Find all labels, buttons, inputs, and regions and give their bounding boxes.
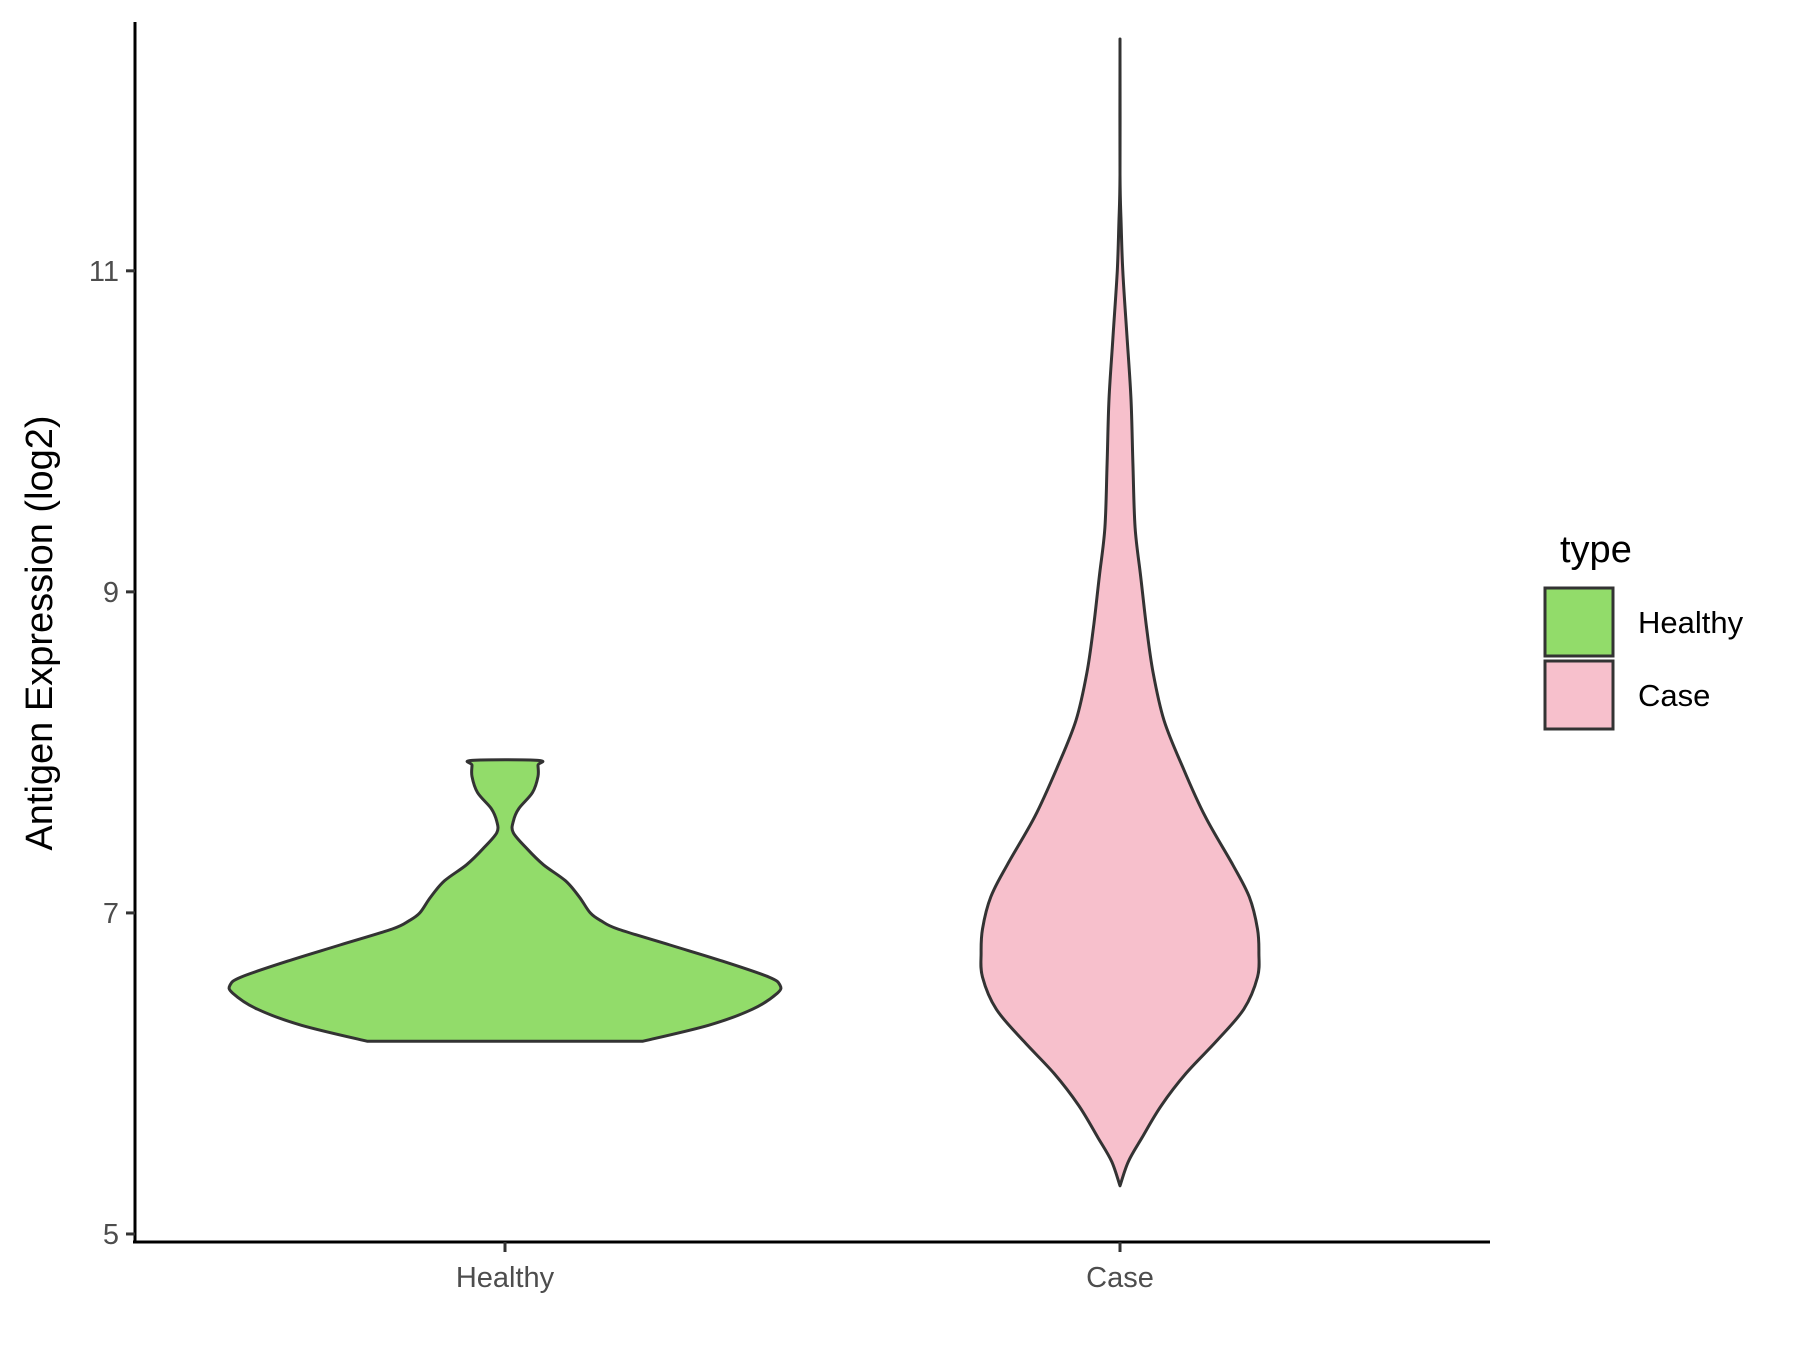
y-axis-ticks: 5 7 9 11 (89, 256, 135, 1251)
y-tick-label: 5 (103, 1219, 119, 1251)
y-tick-label: 7 (103, 898, 119, 930)
violin-case (979, 37, 1261, 1188)
legend-label-case: Case (1638, 678, 1710, 713)
y-tick-label: 11 (89, 256, 119, 288)
x-tick-label: Healthy (456, 1262, 555, 1294)
y-tick-label: 9 (103, 577, 119, 609)
legend-swatch-healthy (1543, 586, 1615, 658)
legend-entries: Healthy Case (1543, 586, 1744, 731)
violins (227, 37, 1261, 1188)
legend-label-healthy: Healthy (1638, 605, 1744, 640)
legend-swatch-case (1543, 659, 1615, 731)
x-axis-ticks: Healthy Case (456, 1242, 1154, 1294)
x-tick-label: Case (1086, 1262, 1154, 1294)
legend-title: type (1560, 529, 1632, 571)
y-axis-title: Antigen Expression (log2) (19, 415, 61, 850)
violin-healthy (227, 758, 783, 1043)
legend: type Healthy Case (1543, 529, 1744, 731)
